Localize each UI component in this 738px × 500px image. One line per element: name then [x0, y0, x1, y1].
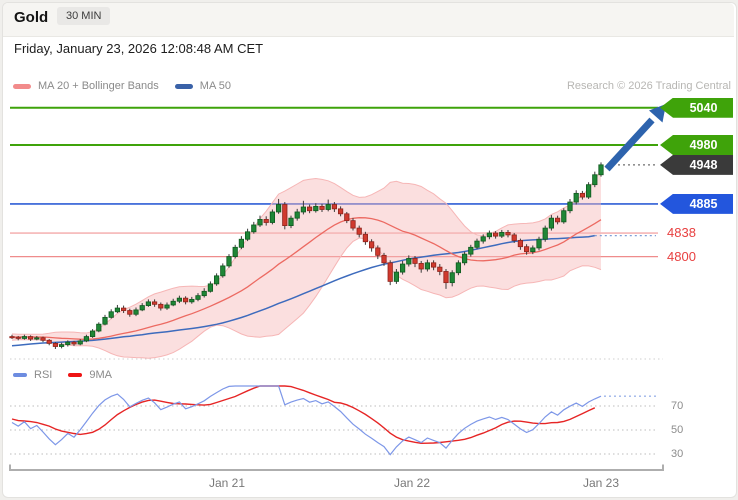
- legend-item: MA 20 + Bollinger Bands: [13, 80, 159, 92]
- time-label-jan-21: Jan 21: [208, 476, 246, 490]
- price-badge-4948: 4948: [660, 154, 733, 175]
- legend-swatch-icon: [13, 373, 27, 377]
- price-legend: MA 20 + Bollinger Bands MA 50: [13, 80, 231, 92]
- price-badge-4885: 4885: [660, 193, 733, 214]
- time-label-jan-22: Jan 22: [393, 476, 431, 490]
- instrument-title: Gold: [14, 9, 49, 26]
- rsi-scale-30: 30: [671, 448, 684, 460]
- title-bar: [3, 3, 734, 37]
- legend-swatch-icon: [174, 83, 193, 89]
- legend-label: MA 20 + Bollinger Bands: [38, 80, 159, 92]
- legend-item: 9MA: [68, 369, 112, 381]
- rsi-scale-70: 70: [671, 400, 684, 412]
- time-axis: [9, 464, 664, 471]
- price-label-4800: 4800: [667, 248, 696, 264]
- rsi-9ma-line: [11, 385, 596, 445]
- ma50-line: [11, 234, 595, 347]
- attribution-text: Research © 2026 Trading Central: [566, 80, 731, 92]
- legend-swatch-icon: [68, 373, 83, 377]
- legend-item: RSI: [13, 369, 52, 381]
- rsi-line: [11, 385, 602, 456]
- ma20-line: [11, 217, 602, 340]
- price-label-4838: 4838: [667, 225, 696, 241]
- legend-label: MA 50: [199, 80, 231, 92]
- bollinger-band-area: [12, 169, 601, 359]
- price-badge-5040: 5040: [660, 97, 733, 118]
- trend-arrow-shaft: [604, 117, 655, 172]
- legend-label: RSI: [34, 369, 53, 381]
- rsi-scale-50: 50: [671, 424, 684, 436]
- rsi-legend: RSI 9MA: [13, 369, 112, 381]
- chart-datetime: Friday, January 23, 2026 12:08:48 AM CET: [14, 41, 264, 56]
- legend-label: 9MA: [89, 369, 112, 381]
- legend-item: MA 50: [174, 80, 231, 92]
- legend-swatch-icon: [13, 83, 31, 89]
- price-badge-4980: 4980: [660, 135, 733, 155]
- time-label-jan-23: Jan 23: [582, 476, 620, 490]
- timeframe-chip[interactable]: 30 MIN: [57, 7, 111, 25]
